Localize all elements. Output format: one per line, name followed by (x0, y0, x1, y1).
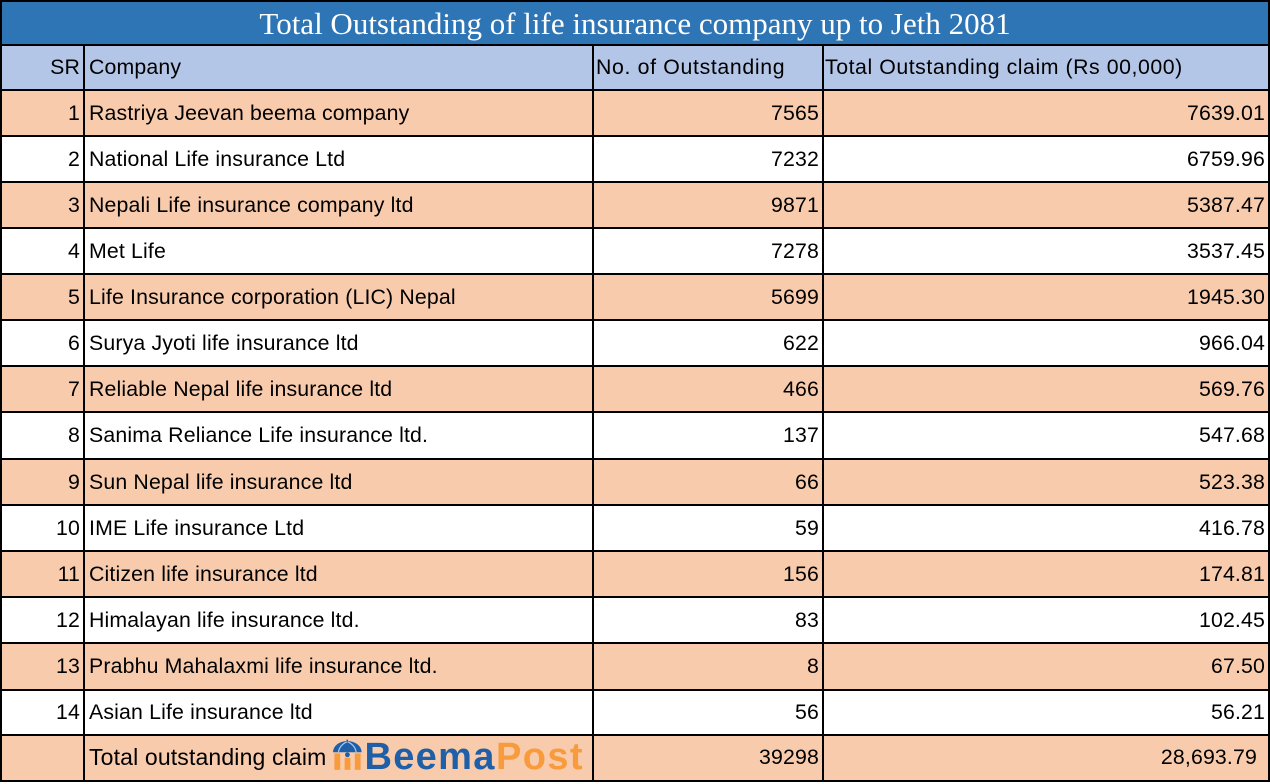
svg-text:Beema: Beema (365, 739, 496, 778)
svg-text:Post: Post (496, 739, 584, 778)
